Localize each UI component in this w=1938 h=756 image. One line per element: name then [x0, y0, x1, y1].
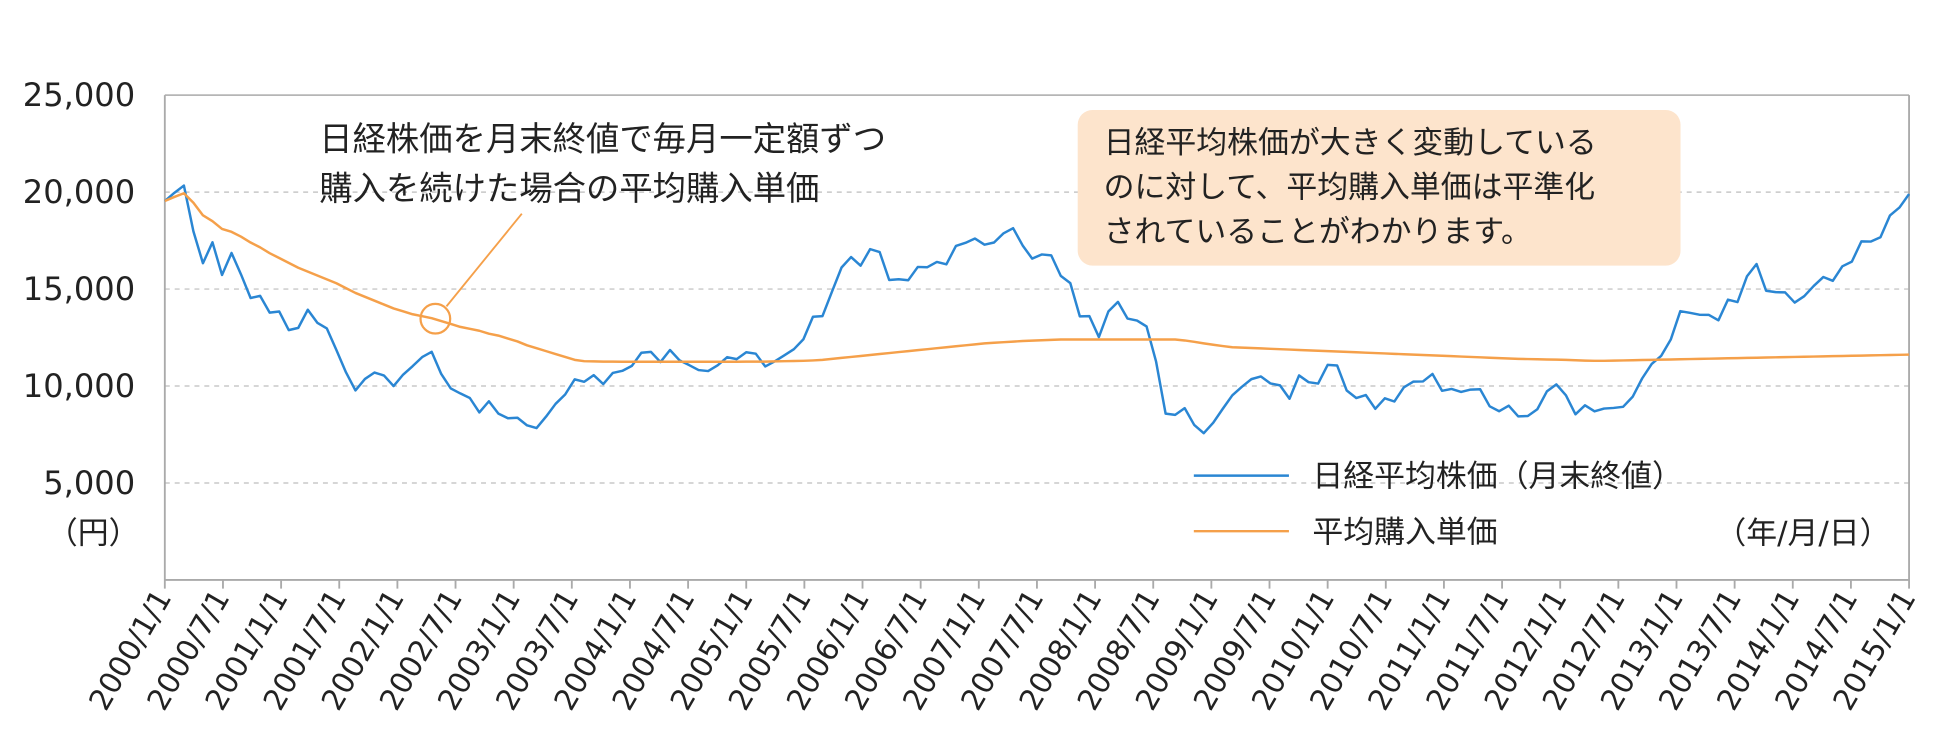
data-line	[164, 192, 1910, 364]
y-tick-label: 25,000	[23, 76, 135, 114]
y-tick-label: 10,000	[23, 367, 135, 405]
y-tick-label: 20,000	[23, 173, 135, 211]
legend-label: 日経平均株価（月末終値）	[1312, 459, 1683, 495]
data-line	[164, 184, 1911, 435]
legend-label: 平均購入単価	[1312, 514, 1497, 550]
y-tick-label: 15,000	[23, 270, 135, 308]
y-unit-label: （円）	[47, 516, 140, 552]
annotation-text: 購入を続けた場合の平均購入単価	[319, 169, 819, 208]
callout-text: されていることがわかります。	[1104, 214, 1532, 250]
annotation-leader	[445, 213, 523, 307]
x-unit-label: （年/月/日）	[1715, 516, 1890, 552]
callout-text: 日経平均株価が大きく変動している	[1104, 125, 1597, 161]
annotation-text: 日経株価を月末終値で毎月一定額ずつ	[319, 120, 886, 159]
callout-text: のに対して、平均購入単価は平準化	[1104, 170, 1596, 206]
annotation-circle	[419, 302, 452, 335]
callout-box	[1077, 109, 1681, 266]
y-tick-label: 5,000	[43, 464, 135, 502]
